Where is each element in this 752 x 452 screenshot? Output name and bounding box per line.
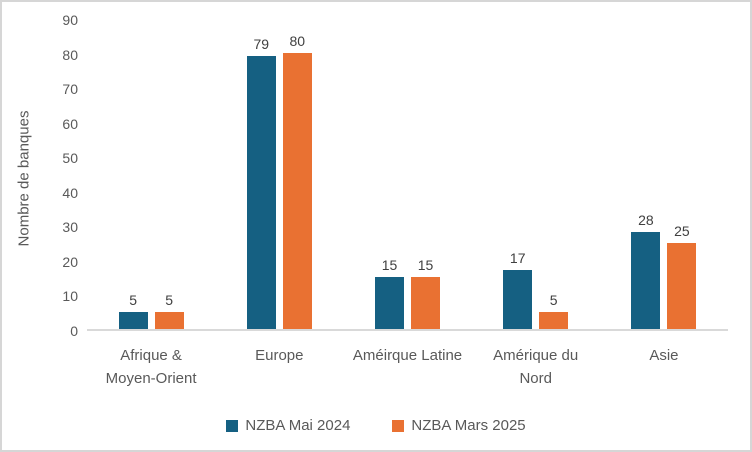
data-label: 5	[165, 291, 173, 308]
bar-wrap: 15	[411, 20, 440, 329]
bar-group: 28 25	[600, 20, 728, 329]
x-category-label: Asie	[649, 347, 679, 364]
legend-item: NZBA Mai 2024	[226, 417, 350, 434]
data-label: 5	[549, 291, 558, 308]
bar-group: 79 80	[215, 20, 343, 329]
legend-item: NZBA Mars 2025	[392, 417, 526, 434]
bar-wrap: 28	[631, 20, 661, 329]
y-tick-label: 20	[62, 253, 78, 270]
plot-area: 5 5 79 80 15 15 17 5 28 25	[87, 20, 728, 331]
legend-swatch-icon	[392, 419, 405, 432]
bar	[118, 311, 148, 329]
bar	[503, 270, 533, 329]
bar	[154, 311, 184, 329]
bar-wrap: 80	[282, 20, 312, 329]
bar	[631, 232, 661, 329]
bar-wrap: 79	[246, 20, 276, 329]
y-tick-label: 70	[62, 81, 78, 98]
bar-wrap: 17	[503, 20, 533, 329]
legend-label: NZBA Mai 2024	[245, 417, 351, 434]
y-tick-label: 80	[62, 46, 78, 63]
x-category-label: Amérique du Nord	[493, 347, 579, 388]
bar-group: 15 15	[343, 20, 471, 329]
x-category-label: Europe	[255, 347, 304, 364]
x-category-label: Afrique & Moyen-Orient	[105, 347, 197, 388]
legend-label: NZBA Mars 2025	[411, 417, 526, 434]
data-label: 80	[289, 32, 306, 49]
bar-wrap: 25	[667, 20, 697, 329]
y-tick-label: 90	[62, 12, 78, 28]
bar	[667, 242, 697, 329]
data-label: 79	[253, 36, 270, 53]
bar	[282, 52, 312, 329]
data-label: 17	[509, 250, 526, 267]
bar-group: 17 5	[472, 20, 600, 329]
bar	[411, 277, 440, 329]
x-axis-labels: Afrique & Moyen-Orient Europe Améirque Lat…	[87, 344, 728, 391]
y-axis-ticks: 0 10 20 30 40 50 60 70 80 90	[2, 12, 78, 339]
y-tick-label: 10	[62, 288, 78, 305]
data-label: 5	[129, 291, 137, 308]
y-tick-label: 50	[62, 150, 78, 167]
y-tick-label: 60	[62, 115, 78, 132]
bar-wrap: 15	[375, 20, 404, 329]
bar	[375, 277, 404, 329]
chart-legend: NZBA Mai 2024 NZBA Mars 2025	[2, 417, 750, 434]
bar	[539, 311, 569, 329]
data-label: 15	[417, 257, 434, 274]
bar-wrap: 5	[118, 20, 148, 329]
y-tick-label: 40	[62, 184, 78, 201]
y-tick-label: 0	[70, 323, 78, 339]
data-label: 25	[674, 222, 690, 239]
bar-wrap: 5	[539, 20, 569, 329]
data-label: 28	[638, 212, 654, 229]
bar-wrap: 5	[154, 20, 184, 329]
x-category-label: Améirque Latine	[352, 347, 463, 364]
data-label: 15	[381, 257, 398, 274]
y-tick-label: 30	[62, 219, 78, 236]
bar	[246, 56, 276, 329]
legend-swatch-icon	[226, 419, 239, 432]
